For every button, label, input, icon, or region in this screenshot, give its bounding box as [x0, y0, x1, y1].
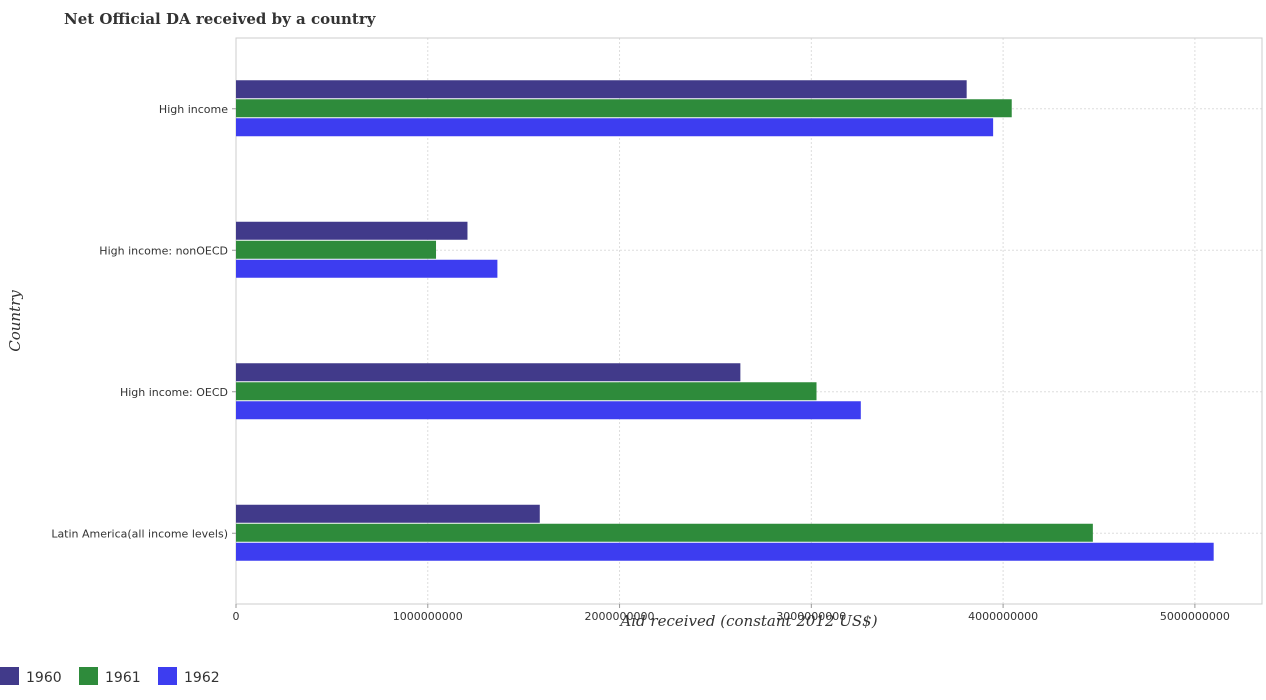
bar-1961: [236, 382, 817, 401]
legend-label: 1960: [26, 670, 62, 686]
y-axis-label: Country: [6, 290, 24, 352]
x-axis-label: Aid received (constant 2012 US$): [618, 612, 877, 630]
legend-label: 1961: [105, 670, 141, 686]
bar-1960: [236, 504, 540, 523]
bar-1962: [236, 542, 1214, 561]
y-tick-label: Latin America(all income levels): [51, 527, 228, 540]
y-tick-label: High income: OECD: [120, 386, 228, 399]
x-tick-label: 4000000000: [968, 610, 1038, 623]
bar-1960: [236, 80, 967, 99]
y-tick-labels: High income High income: nonOECD High inco…: [51, 103, 236, 540]
legend-swatch-1962: [158, 667, 177, 685]
y-tick-label: High income: [159, 103, 228, 116]
bar-1962: [236, 259, 498, 278]
legend-swatch-1960: [0, 667, 19, 685]
bar-1961: [236, 523, 1093, 542]
legend-swatch-1961: [79, 667, 98, 685]
bar-1960: [236, 221, 468, 240]
x-tick-label: 0: [233, 610, 240, 623]
bar-1961: [236, 240, 437, 259]
bar-1962: [236, 118, 994, 137]
x-tick-label: 3000000000: [776, 610, 846, 623]
x-tick-label: 1000000000: [393, 610, 463, 623]
plot-frame: [235, 37, 1263, 605]
x-tick-label: 5000000000: [1160, 610, 1230, 623]
y-tick-label: High income: nonOECD: [99, 244, 228, 257]
legend-label: 1962: [184, 670, 220, 686]
legend: 1960 1961 1962: [0, 667, 220, 686]
x-tick-labels: 0 1000000000 2000000000 3000000000 400000000…: [233, 604, 1230, 623]
chart-title: Net Official DA received by a country: [64, 10, 377, 28]
bar-1960: [236, 363, 741, 382]
bars: [236, 80, 1214, 561]
bar-1962: [236, 401, 861, 420]
x-tick-label: 2000000000: [585, 610, 655, 623]
bar-1961: [236, 99, 1012, 118]
